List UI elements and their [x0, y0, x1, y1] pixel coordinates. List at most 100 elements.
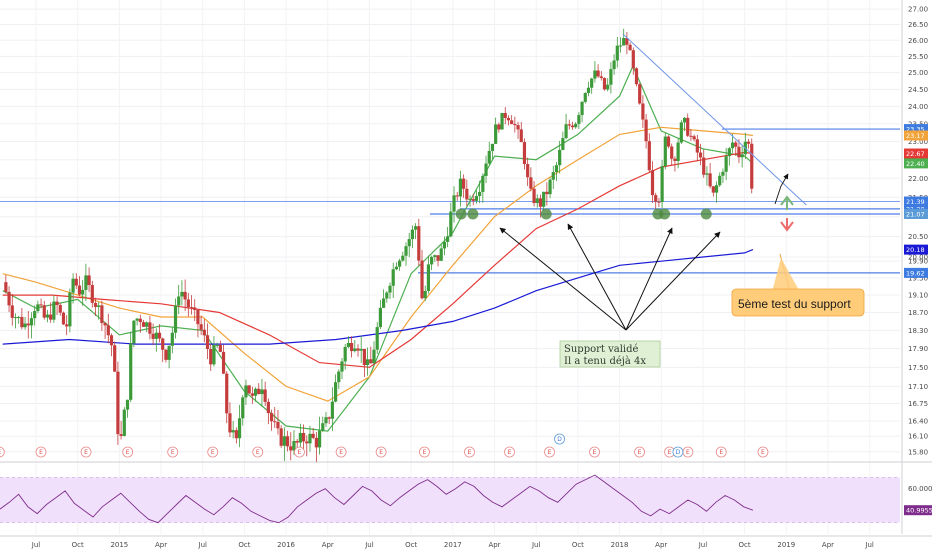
- projection-arrow-up: [774, 173, 789, 205]
- rsi-value-label: 40.9955: [906, 507, 932, 515]
- candle-body: [439, 248, 443, 261]
- price-label-badge: [904, 148, 928, 159]
- earnings-marker: [504, 446, 515, 458]
- price-label-text: 23.17: [906, 132, 925, 140]
- green-note-line-2: Il a tenu déjà 4x: [564, 356, 646, 367]
- candle-body: [353, 348, 357, 352]
- x-tick-label: Apr: [822, 541, 834, 549]
- price-label-text: 23.35: [906, 126, 925, 134]
- candle-body: [657, 201, 661, 203]
- candle-body: [561, 138, 565, 150]
- candle-body: [234, 430, 238, 439]
- annotation-arrow: [625, 231, 721, 331]
- green-up-arrow: [780, 195, 794, 210]
- candle-body: [116, 371, 120, 435]
- candle-body: [103, 323, 107, 326]
- candle-body: [692, 136, 696, 140]
- x-tick-label: Oct: [72, 541, 84, 549]
- candle-body: [273, 421, 277, 423]
- price-label-badge: [904, 196, 928, 207]
- earnings-marker: [634, 446, 645, 458]
- earnings-marker-label: E: [211, 449, 215, 456]
- candle-body: [644, 119, 648, 142]
- moving-average-line: [2, 249, 754, 345]
- earnings-marker-label: E: [638, 449, 642, 456]
- x-tick-label: Jul: [31, 541, 41, 549]
- candle-body: [590, 78, 594, 88]
- y-tick-label: 16.75: [908, 400, 928, 408]
- candle-body: [74, 278, 78, 286]
- candle-body: [676, 142, 680, 161]
- candle-body: [650, 170, 655, 196]
- x-axis: Jul Oct 2015 Apr Jul Oct 2016 Apr Jul Oct 2017 Apr J…: [0, 535, 932, 549]
- candle-body: [7, 291, 11, 306]
- candle-body: [321, 423, 325, 431]
- candle-body: [125, 399, 130, 410]
- moving-average-line: [2, 151, 753, 368]
- rsi-band: [0, 477, 900, 523]
- price-label-badge: [904, 158, 928, 169]
- candle-body: [654, 195, 658, 202]
- annotation-arrow: [567, 223, 627, 331]
- y-tick-label: 27.00: [908, 6, 928, 14]
- candle-body: [135, 318, 139, 321]
- candle-body: [468, 199, 472, 201]
- candle-body: [670, 146, 674, 159]
- candle-body: [455, 195, 459, 197]
- price-label-badge: [904, 267, 928, 278]
- candle-body: [90, 285, 94, 303]
- x-tick-label: Apr: [322, 541, 334, 549]
- earnings-marker: [715, 446, 727, 458]
- y-tick-label: 18.70: [908, 309, 928, 317]
- earnings-marker-label: E: [0, 449, 1, 456]
- candle-body: [740, 154, 744, 158]
- candle-body: [446, 236, 450, 242]
- candle-body: [695, 139, 699, 153]
- earnings-marker-label: E: [761, 449, 765, 456]
- candle-body: [570, 125, 575, 128]
- candle-body: [186, 299, 190, 308]
- candle-body: [13, 317, 18, 319]
- support-touch-markers: [455, 208, 712, 220]
- candle-body: [647, 141, 651, 171]
- x-tick-label: Oct: [739, 541, 751, 549]
- x-tick-label: Apr: [155, 541, 167, 549]
- candle-body: [484, 163, 488, 176]
- x-tick-label: Jul: [364, 541, 374, 549]
- candle-body: [4, 282, 8, 292]
- candle-body: [586, 87, 591, 93]
- candle-body: [705, 173, 709, 175]
- candle-body: [500, 112, 504, 130]
- candle-body: [577, 115, 581, 124]
- annotation-arrow: [625, 227, 673, 331]
- candle-body: [478, 191, 482, 196]
- candle-body: [119, 434, 123, 436]
- earnings-marker: [122, 446, 134, 458]
- x-tick-label: 2016: [277, 541, 295, 549]
- candle-body: [177, 296, 181, 306]
- earnings-marker-label: E: [256, 449, 260, 456]
- candle-body: [628, 44, 632, 51]
- earnings-marker: [252, 446, 264, 458]
- candle-body: [458, 178, 463, 197]
- candle-body: [532, 188, 536, 204]
- candle-body: [372, 349, 376, 364]
- green-note-line-1: Support validé: [564, 344, 639, 355]
- candle-body: [609, 69, 613, 85]
- candle-body: [55, 301, 59, 305]
- candle-body: [164, 349, 168, 360]
- y-tick-label: 16.40: [908, 417, 928, 425]
- price-label-badge: [904, 130, 928, 141]
- candle-body: [145, 322, 149, 327]
- y-tick-label: 17.10: [908, 383, 928, 391]
- candle-body: [375, 327, 379, 350]
- green-note: Support validé Il a tenu déjà 4x: [559, 340, 661, 368]
- earnings-marker-label: E: [508, 449, 512, 456]
- candle-body: [734, 142, 738, 147]
- candle-body: [221, 351, 226, 374]
- candle-body: [750, 143, 754, 189]
- candle-body: [65, 324, 69, 327]
- candle-body: [490, 143, 495, 151]
- candle-body: [199, 324, 203, 330]
